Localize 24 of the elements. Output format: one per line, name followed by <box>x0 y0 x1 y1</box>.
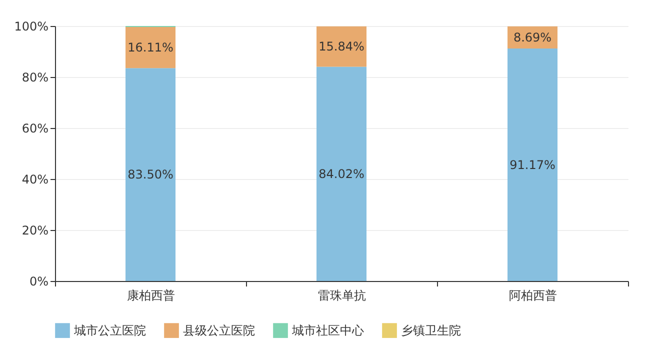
legend-label: 县级公立医院 <box>183 324 255 338</box>
y-tick-label: 100% <box>14 20 48 34</box>
data-label: 83.50% <box>128 168 174 182</box>
bar <box>316 66 366 281</box>
data-label: 16.11% <box>128 40 174 55</box>
legend-label: 城市社区中心 <box>291 324 364 338</box>
x-tick-label: 阿柏西普 <box>509 288 557 302</box>
y-tick-label: 40% <box>22 172 48 186</box>
legend-label: 乡镇卫生院 <box>401 324 461 338</box>
x-tick-label: 康柏西普 <box>127 288 175 302</box>
data-label: 84.02% <box>318 166 364 181</box>
data-label: 91.17% <box>510 158 556 172</box>
x-tick-label: 雷珠单抗 <box>318 288 366 302</box>
y-tick-label: 80% <box>22 70 48 84</box>
y-tick-label: 0% <box>29 274 48 288</box>
bar <box>508 48 558 281</box>
legend-label: 城市公立医院 <box>73 324 146 338</box>
bar <box>126 26 176 68</box>
data-label: 8.69% <box>513 30 552 44</box>
data-label: 15.84% <box>318 40 364 54</box>
y-tick-label: 20% <box>22 224 48 238</box>
y-tick-label: 60% <box>22 122 48 136</box>
bar <box>316 26 366 67</box>
bar <box>126 68 176 281</box>
